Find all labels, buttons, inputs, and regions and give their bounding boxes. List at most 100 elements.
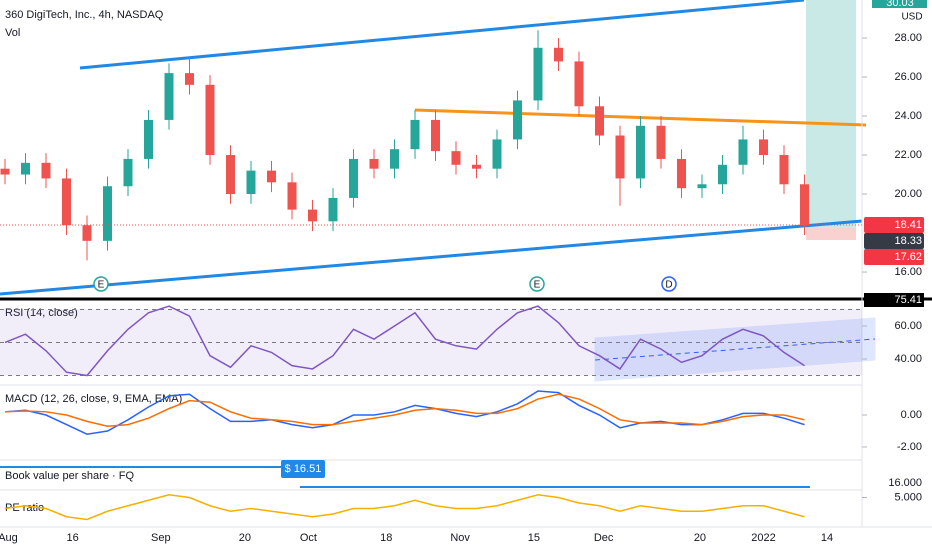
event-marker: [93, 276, 109, 292]
candle-body: [369, 158, 379, 169]
x-tick-label: Sep: [151, 532, 171, 544]
candle-body: [800, 184, 809, 226]
candle-body: [615, 135, 625, 179]
candle-body: [574, 61, 584, 107]
y-tick-label: 40.00: [894, 353, 922, 365]
candle-body: [82, 225, 92, 241]
line-series: [4, 493, 805, 521]
book-value-callout-box: [281, 460, 325, 478]
price-label: 18.33: [894, 235, 922, 247]
price-label: 17.62: [894, 251, 922, 263]
y-tick-label: 16.00: [894, 266, 922, 278]
candle-body: [595, 106, 604, 136]
x-tick-label: 20: [694, 532, 706, 544]
trend-line: [79, 0, 805, 70]
price-label-box: [864, 249, 924, 266]
last-value: 75.41: [894, 294, 922, 306]
candle-body: [349, 158, 358, 198]
drawings: [0, 0, 932, 528]
candle-body: [21, 162, 30, 175]
y-tick-label: 60.00: [894, 320, 922, 332]
candle-body: [759, 139, 768, 156]
x-tick-label: Oct: [300, 532, 317, 544]
pe-title: PE ratio: [5, 502, 44, 514]
event-label: D: [665, 280, 672, 291]
line-series: [4, 305, 805, 377]
volume-label: Vol: [5, 27, 20, 39]
y-tick-label: 5.000: [894, 491, 922, 503]
top-price-box: [872, 0, 927, 8]
candle-body: [472, 164, 481, 169]
x-tick-label: 15: [528, 532, 540, 544]
target-zone: [806, 0, 856, 228]
candle-body: [492, 139, 502, 169]
candle-body: [410, 119, 420, 150]
y-tick-label: 22.00: [894, 149, 922, 161]
x-tick-label: Dec: [594, 532, 614, 544]
symbol-title: 360 DigiTech, Inc., 4h, NASDAQ: [5, 9, 164, 21]
rsi-channel: [594, 317, 876, 382]
book-value-callout: $ 16.51: [285, 463, 322, 475]
candle-body: [287, 182, 297, 210]
x-tick-label: 16: [67, 532, 79, 544]
candle-body: [226, 155, 235, 195]
x-tick-label: 2022: [751, 532, 775, 544]
event-marker: [661, 276, 677, 292]
candle-body: [328, 197, 338, 222]
top-price: 30.03: [886, 0, 914, 9]
candle-body: [718, 164, 727, 185]
candle-body: [144, 119, 153, 159]
y-tick-label: 0.00: [901, 409, 922, 421]
price-label-box: [864, 217, 924, 234]
candle-body: [533, 47, 543, 101]
book-value-title: Book value per share · FQ: [5, 470, 134, 482]
candle-body: [246, 170, 256, 195]
candle-body: [308, 209, 317, 222]
y-tick-label: -2.00: [897, 441, 922, 453]
book-value-tick: 16.000: [888, 477, 922, 489]
candle-body: [205, 84, 215, 156]
candle-body: [697, 184, 707, 189]
y-tick-label: 24.00: [894, 110, 922, 122]
x-tick-label: 14: [821, 532, 833, 544]
line-series: [4, 393, 805, 427]
y-tick-label: 26.00: [894, 71, 922, 83]
candle-body: [185, 73, 194, 85]
last-value-box: [864, 293, 924, 307]
candle-body: [103, 186, 112, 241]
macd-title: MACD (12, 26, close, 9, EMA, EMA): [5, 393, 182, 405]
currency: USD: [901, 12, 922, 23]
x-tick-label: Aug: [0, 532, 18, 544]
candle-body: [267, 170, 276, 183]
y-tick-label: 28.00: [894, 32, 922, 44]
candle-body: [390, 149, 399, 169]
x-tick-label: Nov: [450, 532, 470, 544]
candle-body: [451, 151, 461, 165]
price-label: 18.41: [894, 219, 922, 231]
candle-body: [0, 168, 10, 175]
x-tick-label: 18: [380, 532, 392, 544]
x-tick-label: 20: [239, 532, 251, 544]
event-marker: [529, 276, 545, 292]
candle-body: [123, 158, 133, 187]
event-label: E: [534, 280, 541, 291]
candle-body: [41, 162, 51, 179]
rsi-channel-mid: [594, 338, 876, 361]
y-tick-label: 20.00: [894, 188, 922, 200]
trend-line: [0, 219, 863, 296]
candle-body: [554, 47, 563, 62]
price-label-box: [864, 233, 924, 250]
candle-body: [656, 125, 666, 159]
candle-body: [62, 178, 71, 226]
candle-body: [431, 119, 440, 152]
candle-body: [513, 100, 522, 140]
candle-body: [164, 73, 174, 120]
event-label: E: [98, 280, 105, 291]
candle-body: [677, 158, 686, 189]
candle-body: [779, 155, 789, 185]
candle-body: [636, 125, 645, 179]
candle-body: [738, 139, 748, 165]
stop-zone: [806, 228, 856, 240]
